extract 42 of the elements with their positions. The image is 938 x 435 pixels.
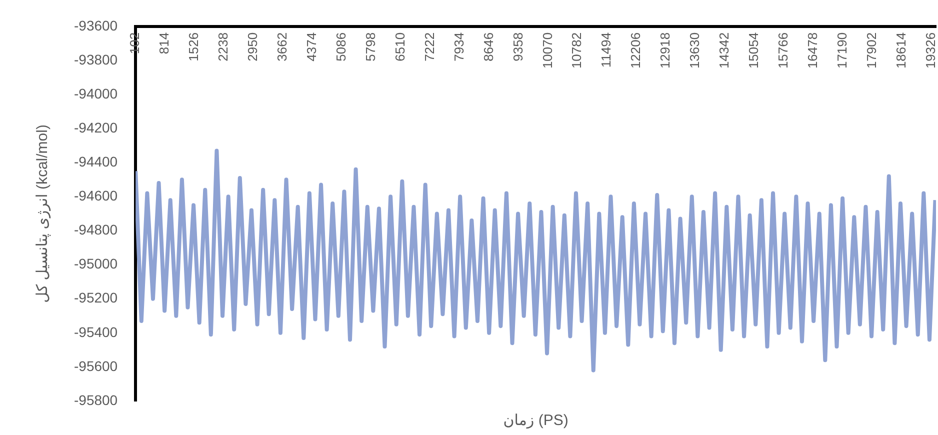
x-tick-label: 12206 [628, 32, 644, 69]
x-tick-label: 18614 [893, 32, 908, 69]
x-tick-label: 5086 [333, 32, 348, 62]
x-tick-label: 12918 [658, 32, 673, 69]
x-tick-label: 9358 [510, 32, 526, 62]
x-tick-label: 1526 [186, 32, 202, 62]
y-tick-label: -94600 [74, 188, 118, 204]
y-tick-label: -95200 [74, 290, 118, 306]
y-tick-label: -94400 [74, 153, 118, 170]
x-tick-label: 102 [127, 32, 142, 54]
x-tick-label: 16478 [804, 32, 820, 69]
x-tick-label: 2950 [245, 32, 260, 62]
x-tick-label: 7222 [422, 32, 437, 62]
x-tick-label: 4374 [304, 32, 319, 62]
y-tick-label: -95000 [74, 256, 118, 272]
x-tick-label: 13630 [687, 32, 702, 69]
x-tick-label: 10782 [569, 32, 584, 69]
x-tick-label: 11494 [598, 32, 614, 68]
x-tick-label: 15766 [776, 32, 791, 69]
y-tick-label: -95400 [74, 324, 118, 340]
x-tick-label: 10070 [540, 32, 555, 69]
y-tick-label: -95600 [74, 358, 118, 374]
x-tick-label: 17190 [834, 32, 850, 69]
x-tick-label: 814 [156, 32, 172, 54]
y-tick-label: -93600 [74, 17, 118, 34]
y-tick-label: -94200 [74, 119, 118, 136]
y-tick-label: -93800 [74, 51, 118, 68]
x-axis-title: زمان (PS) [503, 412, 568, 430]
y-tick-label: -94800 [74, 222, 118, 238]
x-tick-label: 7934 [451, 32, 466, 62]
y-tick-label: -95800 [74, 392, 118, 408]
x-tick-label: 19326 [922, 32, 938, 69]
x-tick-label: 2238 [216, 32, 231, 62]
y-axis-title: انرژی پتانسیل کل (kcal/mol) [34, 124, 52, 303]
x-tick-label: 17902 [864, 32, 879, 69]
y-tick-label: -94000 [74, 85, 118, 102]
x-tick-label: 3662 [274, 32, 290, 62]
x-tick-label: 15054 [746, 32, 762, 69]
x-tick-label: 8646 [480, 32, 496, 62]
x-tick-label: 6510 [392, 32, 408, 62]
x-tick-label: 5798 [362, 32, 378, 62]
x-tick-label: 14342 [716, 32, 732, 69]
